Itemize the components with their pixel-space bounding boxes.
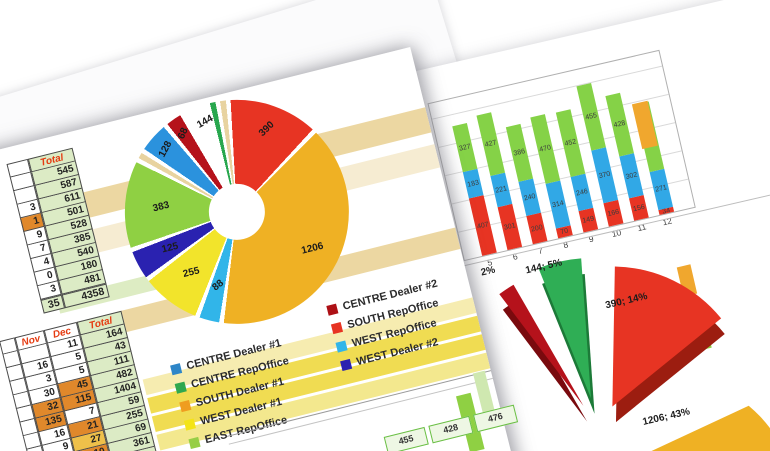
pie-slice-label: 128 [157,138,175,159]
bar-value-label: 407 [476,220,490,231]
bar-value-label: 156 [632,203,646,213]
pie-slice-label: 144 [195,113,216,132]
legend-swatch [326,303,339,316]
legend-swatch [174,381,187,394]
bar-value-label: 149 [581,215,595,226]
pie3d-side-dark-red [502,300,588,422]
bar-segment-blue: 271 [649,168,674,211]
bar-value-label: 327 [458,143,472,153]
bar-segment-red: 156 [629,195,649,221]
bar-segment-blue: 183 [462,169,484,199]
bar-segment-green: 327 [452,123,478,173]
bar-value-label: 271 [654,184,668,195]
gridline [438,93,669,148]
pie-slice-label: 390 [256,119,277,139]
pie-3d-svg [499,258,770,451]
bar-value-label: 200 [530,223,544,234]
bar-value-label: 246 [575,187,589,198]
pie-slice-label: 125 [160,240,180,256]
bar-value-label: 386 [513,148,526,158]
data-label-box: 455 [383,426,429,451]
monthly-table: Nov Dec Total 11 164 16 5 43 3 5 111 30 45 482 32 115 14… [0,310,159,451]
legend-swatch [183,417,196,431]
bar-segment-green: 386 [505,124,534,183]
bar-value-label: 166 [606,208,620,218]
bar-value-label: 470 [538,144,552,154]
bar-value-label: 302 [624,171,638,181]
gridline [432,65,663,120]
bar-value-label: 370 [598,170,612,181]
pie3d-slice-dark-red [499,284,584,406]
bar-value-label: 70 [559,227,569,237]
bar-value-label: 221 [494,185,508,195]
pie-3d-chart [369,183,770,451]
bar-segment-red: 166 [603,199,624,227]
bar-segment-blue: 221 [490,172,513,208]
pie3d-slice-orange [531,405,770,451]
bar-segment-blue: 370 [591,147,619,204]
bar-value-label: 428 [613,119,627,129]
pie-slice-label: 88 [210,277,226,294]
bar-segment-red: 301 [497,204,523,251]
legend-swatch [339,358,353,371]
pie-slice-label: 1206 [300,240,325,257]
bar-segment-red: 200 [526,212,548,245]
legend-swatch [179,399,192,412]
bar-chart-gridlines [429,51,689,233]
bar-group: 407 183 327 301 221 427 200 240 386 70 314 470 149 24… [429,51,675,256]
legend-swatch [169,362,183,375]
bar-segment-green: 455 [576,83,606,151]
pie3d-slice-red [612,266,722,407]
bar-segment-red: 407 [468,195,497,256]
bar-value-label: 301 [503,222,517,232]
bar-value-label: 455 [584,112,598,122]
bar-value-label: 427 [484,139,498,150]
bar-value-label: 314 [551,199,565,210]
legend-swatch [335,339,348,353]
pie-slice-label: 255 [181,265,201,281]
pie-slice-label: 68 [175,126,191,141]
bar-segment-red: 149 [578,208,599,233]
bar-value-label: 452 [564,138,578,148]
pie-slice-label: 383 [151,199,171,215]
bar-segment-blue: 314 [545,180,571,229]
bar-value-label: 240 [523,192,537,203]
legend-swatch [188,436,201,449]
right-paper-sheet: 407 183 327 301 221 427 200 240 386 70 314 470 149 24… [369,0,770,451]
pie3d-slice-green [538,258,591,399]
legend-swatch [330,321,343,334]
bar-value-label: 183 [466,179,480,189]
